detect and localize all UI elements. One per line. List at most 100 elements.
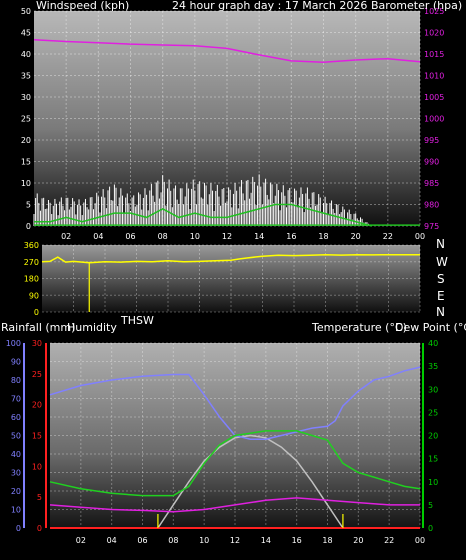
rain-y-tick-25: 25 — [32, 370, 42, 379]
temp-y-tick-20: 20 — [428, 432, 438, 441]
rain-y-tick-20: 20 — [32, 401, 42, 410]
dewpoint-label: Dew Point (°C) — [395, 321, 466, 334]
temp-y-tick-30: 30 — [428, 385, 438, 394]
baro-y-tick-995: 995 — [424, 136, 439, 145]
compass-s: S — [437, 272, 445, 286]
temp-y-tick-35: 35 — [428, 362, 438, 371]
wind-y-tick-35: 35 — [21, 72, 31, 81]
dir-y-tick-90: 90 — [29, 291, 39, 300]
compass-e: E — [437, 289, 445, 303]
humidity-label: Humidity — [67, 321, 117, 334]
temp-x-tick-22: 22 — [384, 536, 394, 545]
temp-x-tick-14: 14 — [261, 536, 271, 545]
humidity-y-tick-0: 0 — [16, 524, 21, 533]
wind-y-tick-0: 0 — [26, 222, 31, 231]
baro-y-tick-985: 985 — [424, 179, 439, 188]
temp-y-tick-40: 40 — [428, 339, 438, 348]
axis-layer: 0510152025303540455097598098599099510001… — [6, 7, 445, 545]
wind-x-tick-20: 20 — [351, 232, 361, 241]
temp-y-tick-5: 5 — [428, 501, 433, 510]
humidity-y-tick-100: 100 — [6, 339, 21, 348]
baro-y-tick-975: 975 — [424, 222, 439, 231]
humidity-y-tick-70: 70 — [11, 395, 21, 404]
rain-y-tick-5: 5 — [37, 493, 42, 502]
wind-y-tick-10: 10 — [21, 179, 31, 188]
temp-y-tick-10: 10 — [428, 478, 438, 487]
temp-x-tick-18: 18 — [322, 536, 332, 545]
wind-y-tick-20: 20 — [21, 136, 31, 145]
wind-x-tick-08: 08 — [158, 232, 168, 241]
compass-w: W — [436, 255, 448, 269]
barometer-line — [33, 39, 421, 63]
wind-y-tick-30: 30 — [21, 93, 31, 102]
header-date-label: 24 hour graph day : 17 March 2026 — [172, 0, 367, 12]
wind-y-tick-50: 50 — [21, 7, 31, 16]
header-barometer-label: Barometer (hpa) — [371, 0, 462, 12]
wind-y-tick-15: 15 — [21, 158, 31, 167]
temp-x-tick-04: 04 — [107, 536, 117, 545]
baro-y-tick-1005: 1005 — [424, 93, 444, 102]
humidity-y-tick-20: 20 — [11, 487, 21, 496]
temp-x-tick-20: 20 — [353, 536, 363, 545]
wind-x-tick-10: 10 — [190, 232, 200, 241]
compass-n-top: N — [436, 237, 445, 251]
temperature-label: Temperature (°C) — [311, 321, 407, 334]
baro-y-tick-980: 980 — [424, 201, 439, 210]
baro-y-tick-1000: 1000 — [424, 115, 444, 124]
humidity-y-tick-90: 90 — [11, 358, 21, 367]
wind-x-tick-04: 04 — [93, 232, 103, 241]
wind-x-tick-16: 16 — [286, 232, 296, 241]
wind-x-tick-06: 06 — [125, 232, 135, 241]
wind-x-tick-00: 00 — [415, 232, 425, 241]
baro-y-tick-1025: 1025 — [424, 7, 444, 16]
temp-x-tick-10: 10 — [199, 536, 209, 545]
rain-y-tick-30: 30 — [32, 339, 42, 348]
humidity-line — [49, 366, 421, 440]
dir-y-tick-270: 270 — [24, 258, 39, 267]
compass-n-bottom: N — [436, 305, 445, 319]
wind-x-tick-02: 02 — [61, 232, 71, 241]
temp-x-tick-12: 12 — [230, 536, 240, 545]
wind-y-tick-25: 25 — [21, 115, 31, 124]
temp-x-tick-16: 16 — [292, 536, 302, 545]
panel-wind-bg — [34, 11, 420, 226]
panel-direction-bg — [42, 245, 420, 312]
thsw-label: THSW — [120, 314, 154, 327]
humidity-y-tick-10: 10 — [11, 506, 21, 515]
humidity-y-tick-60: 60 — [11, 413, 21, 422]
wind-y-tick-45: 45 — [21, 29, 31, 38]
humidity-y-tick-80: 80 — [11, 376, 21, 385]
temp-x-tick-02: 02 — [76, 536, 86, 545]
temp-x-tick-00: 00 — [415, 536, 425, 545]
wind-avg-line — [34, 203, 372, 227]
temp-y-tick-25: 25 — [428, 408, 438, 417]
baro-y-tick-1020: 1020 — [424, 29, 444, 38]
dir-y-tick-180: 180 — [24, 275, 39, 284]
header-windspeed-label: Windspeed (kph) — [36, 0, 129, 12]
solar-curve — [157, 434, 344, 529]
temp-y-tick-15: 15 — [428, 455, 438, 464]
wind-x-tick-18: 18 — [318, 232, 328, 241]
dewpoint-line — [49, 497, 420, 513]
wind-y-tick-5: 5 — [26, 201, 31, 210]
wind-x-tick-14: 14 — [254, 232, 264, 241]
baro-y-tick-990: 990 — [424, 158, 439, 167]
wind-x-tick-12: 12 — [222, 232, 232, 241]
temp-x-tick-06: 06 — [137, 536, 147, 545]
wind-x-tick-22: 22 — [383, 232, 393, 241]
humidity-y-tick-50: 50 — [11, 432, 21, 441]
wind-direction-line — [41, 253, 420, 264]
baro-y-tick-1015: 1015 — [424, 50, 444, 59]
humidity-y-tick-30: 30 — [11, 469, 21, 478]
rain-y-tick-0: 0 — [37, 524, 42, 533]
grid-layer — [34, 10, 421, 529]
dir-y-tick-0: 0 — [34, 308, 39, 317]
humidity-y-tick-40: 40 — [11, 450, 21, 459]
rain-y-tick-10: 10 — [32, 462, 42, 471]
wind-y-tick-40: 40 — [21, 50, 31, 59]
dir-y-tick-360: 360 — [24, 241, 39, 250]
series-layer — [33, 39, 421, 529]
temperature-line — [49, 430, 421, 497]
rainfall-label: Rainfall (mm) — [1, 321, 75, 334]
